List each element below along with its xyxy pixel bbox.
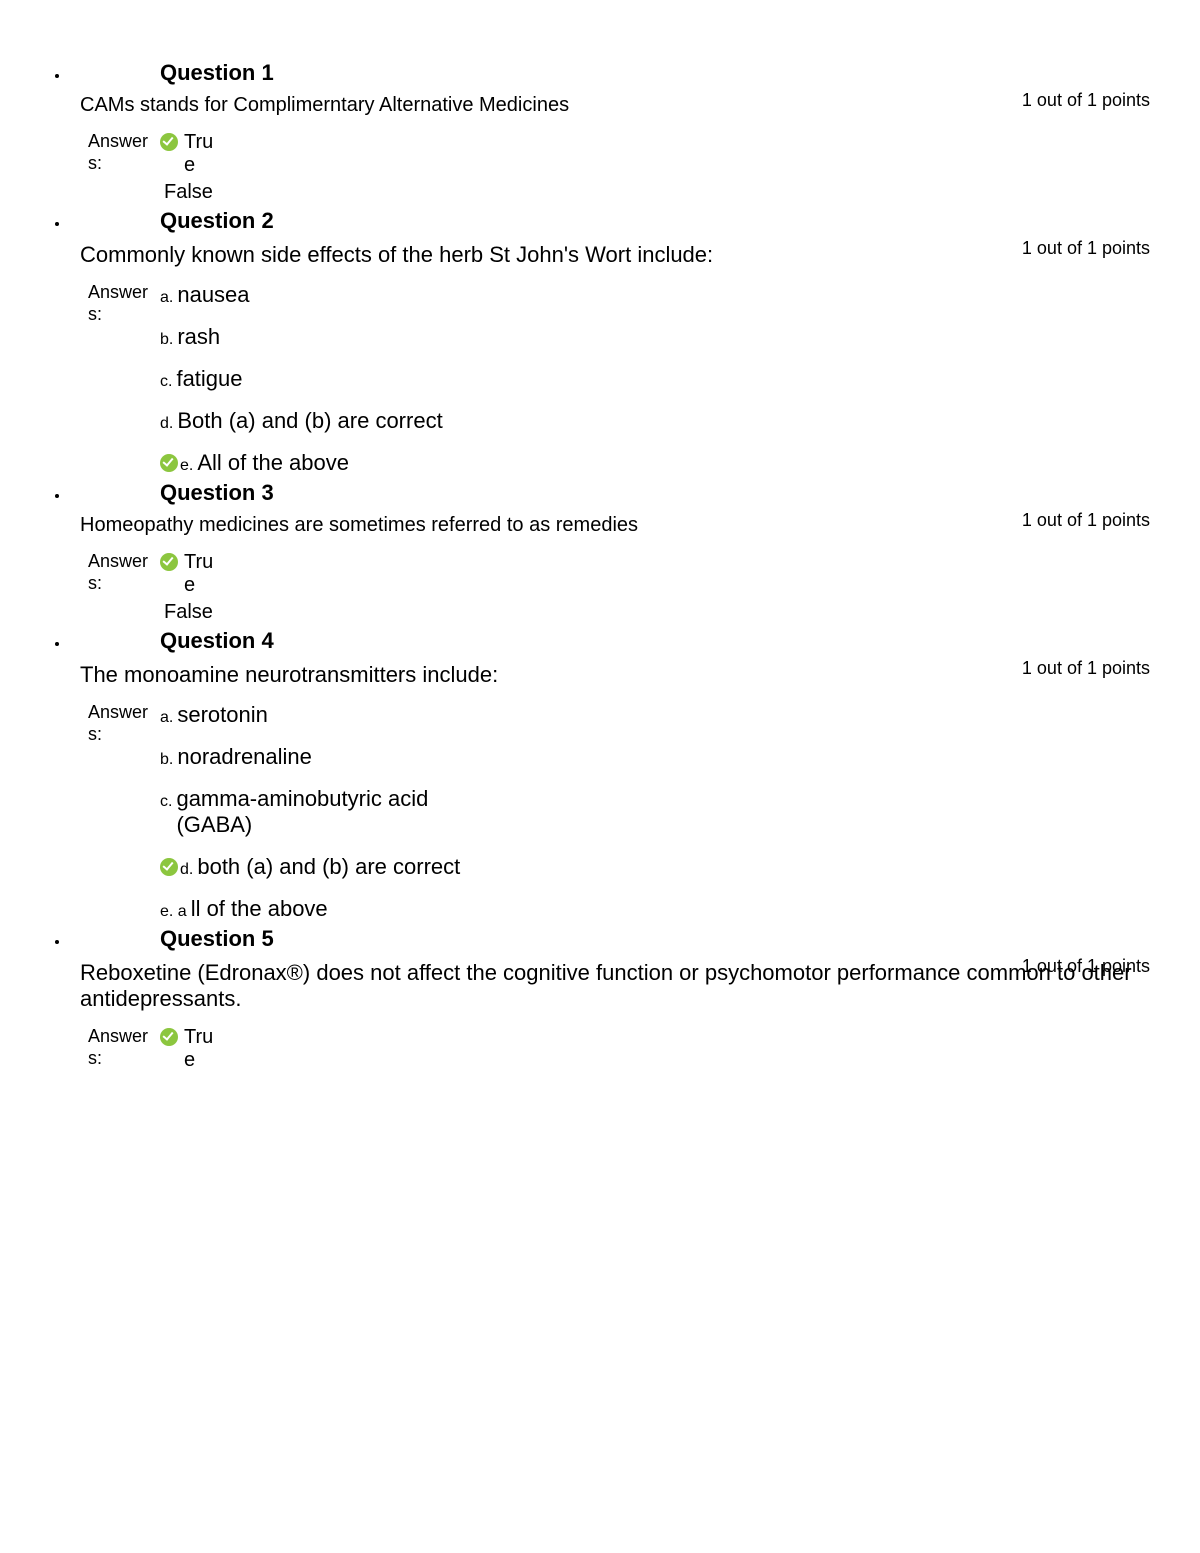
mc-option-text: fatigue bbox=[176, 366, 242, 392]
tf-option: Tru e bbox=[160, 1026, 210, 1072]
answers-label: Answer s: bbox=[88, 282, 160, 325]
check-icon bbox=[160, 1028, 178, 1046]
answers-row: Answer s:a.serotonin b.noradrenaline c.gam… bbox=[88, 702, 1150, 926]
check-icon bbox=[160, 858, 178, 876]
question-header: Question 31 out of 1 points bbox=[160, 480, 1150, 506]
mc-option-lead: b. bbox=[160, 331, 177, 349]
mc-option-letter: d. bbox=[160, 415, 173, 433]
mc-option: c.fatigue bbox=[160, 366, 443, 392]
mc-option-text: All of the above bbox=[197, 450, 349, 476]
answers-options: Tru e False bbox=[160, 551, 210, 628]
answers-options: a.nausea b.rash c.fatigue d.Both (a) and (b… bbox=[160, 282, 443, 480]
mc-option-text: nausea bbox=[177, 282, 249, 308]
mc-option-lead: e. bbox=[160, 452, 197, 475]
question-header: Question 51 out of 1 points bbox=[160, 926, 1150, 952]
mc-option-letter: a. bbox=[160, 709, 173, 727]
quiz-list: Question 11 out of 1 pointsCAMs stands f… bbox=[50, 60, 1150, 1076]
mc-option-letter: b. bbox=[160, 751, 173, 769]
mc-option-letter: c. bbox=[160, 373, 172, 391]
mc-option: e. all of the above bbox=[160, 896, 480, 922]
question-body: The monoamine neurotransmitters include: bbox=[80, 662, 1150, 688]
mc-option-text: noradrenaline bbox=[177, 744, 312, 770]
question-title: Question 3 bbox=[160, 480, 274, 505]
answers-label: Answer s: bbox=[88, 1026, 160, 1069]
check-icon bbox=[160, 454, 178, 472]
mc-option-letter: e. bbox=[180, 457, 193, 475]
tf-option: Tru e bbox=[160, 551, 210, 597]
mc-option-lead: a. bbox=[160, 289, 177, 307]
answers-row: Answer s: Tru e False bbox=[88, 551, 1150, 628]
mc-option-lead: e. a bbox=[160, 903, 191, 921]
mc-option-letter: d. bbox=[180, 861, 193, 879]
mc-option: d.both (a) and (b) are correct bbox=[160, 854, 480, 880]
question-item: Question 11 out of 1 pointsCAMs stands f… bbox=[70, 60, 1150, 208]
tf-option: False bbox=[160, 601, 210, 624]
mc-option-text: gamma-aminobutyric acid (GABA) bbox=[176, 786, 480, 838]
mc-option: b.noradrenaline bbox=[160, 744, 480, 770]
question-body: Commonly known side effects of the herb … bbox=[80, 242, 1150, 268]
mc-option: c.gamma-aminobutyric acid (GABA) bbox=[160, 786, 480, 838]
mc-option-lead: c. bbox=[160, 793, 176, 811]
mc-option: b.rash bbox=[160, 324, 443, 350]
mc-option-text: rash bbox=[177, 324, 220, 350]
answers-options: a.serotonin b.noradrenaline c.gamma-aminob… bbox=[160, 702, 480, 926]
question-points: 1 out of 1 points bbox=[1022, 90, 1150, 111]
question-points: 1 out of 1 points bbox=[1022, 658, 1150, 679]
mc-option-lead: b. bbox=[160, 751, 177, 769]
tf-option-text: Tru e bbox=[184, 551, 213, 597]
question-body: Reboxetine (Edronax®) does not affect th… bbox=[80, 960, 1150, 1012]
mc-option-letter: c. bbox=[160, 793, 172, 811]
answers-options: Tru e bbox=[160, 1026, 210, 1076]
answers-row: Answer s:a.nausea b.rash c.fatigue d.Both (… bbox=[88, 282, 1150, 480]
mc-option-lead: c. bbox=[160, 373, 176, 391]
tf-option: Tru e bbox=[160, 131, 210, 177]
question-item: Question 41 out of 1 pointsThe monoamine… bbox=[70, 628, 1150, 926]
question-title: Question 5 bbox=[160, 926, 274, 951]
mc-option: a.nausea bbox=[160, 282, 443, 308]
answers-options: Tru e False bbox=[160, 131, 210, 208]
mc-option: a.serotonin bbox=[160, 702, 480, 728]
mc-option-lead: d. bbox=[160, 415, 177, 433]
question-body: CAMs stands for Complimerntary Alternati… bbox=[80, 94, 1150, 117]
check-icon bbox=[160, 133, 178, 151]
question-header: Question 41 out of 1 points bbox=[160, 628, 1150, 654]
mc-option-text: serotonin bbox=[177, 702, 268, 728]
mc-option: d.Both (a) and (b) are correct bbox=[160, 408, 443, 434]
question-points: 1 out of 1 points bbox=[1022, 238, 1150, 259]
mc-option-text: Both (a) and (b) are correct bbox=[177, 408, 442, 434]
answers-label: Answer s: bbox=[88, 551, 160, 594]
question-points: 1 out of 1 points bbox=[1022, 510, 1150, 531]
mc-option-letter: e. a bbox=[160, 903, 187, 921]
question-item: Question 31 out of 1 pointsHomeopathy me… bbox=[70, 480, 1150, 628]
answers-label: Answer s: bbox=[88, 702, 160, 745]
mc-option: e.All of the above bbox=[160, 450, 443, 476]
tf-option-text: Tru e bbox=[184, 1026, 213, 1072]
question-item: Question 51 out of 1 pointsReboxetine (E… bbox=[70, 926, 1150, 1076]
check-icon bbox=[160, 553, 178, 571]
mc-option-lead: a. bbox=[160, 709, 177, 727]
mc-option-lead: d. bbox=[160, 856, 197, 879]
mc-option-letter: b. bbox=[160, 331, 173, 349]
question-header: Question 21 out of 1 points bbox=[160, 208, 1150, 234]
question-body: Homeopathy medicines are sometimes refer… bbox=[80, 514, 1150, 537]
question-header: Question 11 out of 1 points bbox=[160, 60, 1150, 86]
answers-label: Answer s: bbox=[88, 131, 160, 174]
tf-option-text: Tru e bbox=[184, 131, 213, 177]
question-title: Question 2 bbox=[160, 208, 274, 233]
question-title: Question 1 bbox=[160, 60, 274, 85]
tf-option-text: False bbox=[164, 601, 213, 624]
mc-option-text: both (a) and (b) are correct bbox=[197, 854, 460, 880]
tf-option: False bbox=[160, 181, 210, 204]
question-title: Question 4 bbox=[160, 628, 274, 653]
question-item: Question 21 out of 1 pointsCommonly know… bbox=[70, 208, 1150, 480]
answers-row: Answer s: Tru e bbox=[88, 1026, 1150, 1076]
tf-option-text: False bbox=[164, 181, 213, 204]
question-points: 1 out of 1 points bbox=[1022, 956, 1150, 977]
mc-option-text: ll of the above bbox=[191, 896, 328, 922]
answers-row: Answer s: Tru e False bbox=[88, 131, 1150, 208]
mc-option-letter: a. bbox=[160, 289, 173, 307]
